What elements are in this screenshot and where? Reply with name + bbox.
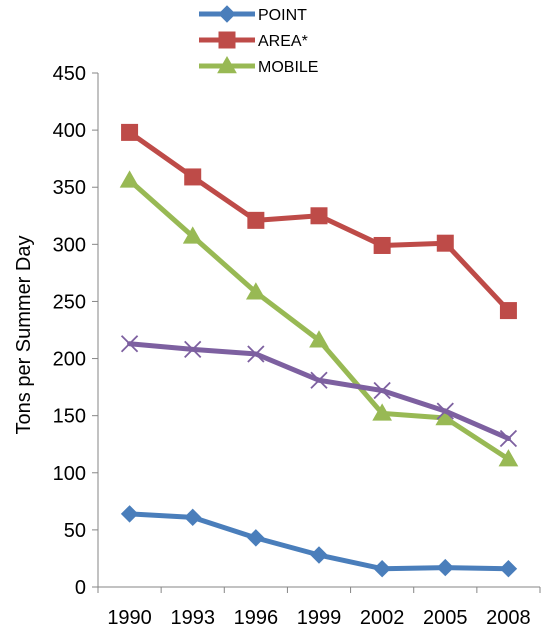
data-point <box>121 123 139 141</box>
y-tick-label: 100 <box>53 463 86 485</box>
x-tick-label: 1990 <box>107 607 152 629</box>
data-point <box>309 330 329 348</box>
data-point <box>373 381 391 400</box>
data-point <box>247 529 265 547</box>
y-tick-label: 450 <box>53 63 86 85</box>
y-tick-label: 350 <box>53 177 86 199</box>
series-area <box>121 123 517 320</box>
x-tick-label: 1999 <box>297 607 342 629</box>
y-tick-label: 400 <box>53 120 86 142</box>
data-point <box>184 340 202 359</box>
data-point <box>499 429 518 448</box>
data-point <box>184 508 202 527</box>
data-point <box>436 558 454 577</box>
legend-swatch-marker <box>218 31 236 49</box>
series-mobile <box>119 170 519 467</box>
x-tick-label: 2008 <box>486 607 531 629</box>
data-point <box>310 207 328 225</box>
x-tick-label: 1993 <box>170 607 215 629</box>
data-point <box>245 282 266 300</box>
legend-item: POINT <box>199 5 307 24</box>
data-point <box>120 505 139 523</box>
data-point <box>436 234 454 252</box>
y-tick-label: 0 <box>75 577 86 599</box>
x-tick-label: 2005 <box>423 607 468 629</box>
legend-swatch-marker <box>217 55 237 74</box>
series-series-4 <box>120 335 518 448</box>
data-point <box>373 560 391 578</box>
data-point <box>120 335 139 353</box>
legend-item: AREA* <box>199 31 308 50</box>
legend-item: MOBILE <box>199 55 318 76</box>
y-tick-label: 300 <box>53 234 86 256</box>
series-point <box>120 505 518 578</box>
legend-label: POINT <box>258 7 307 24</box>
data-point <box>119 170 140 188</box>
data-point <box>310 371 328 389</box>
legend-swatch-marker <box>218 5 236 23</box>
x-tick-label: 1996 <box>234 607 279 629</box>
data-point <box>498 449 519 467</box>
data-point <box>372 403 393 421</box>
y-tick-label: 50 <box>64 520 86 542</box>
y-axis-title: Tons per Summer Day <box>13 236 35 435</box>
data-point <box>184 168 202 186</box>
data-point <box>499 302 517 320</box>
data-point <box>247 211 265 229</box>
data-point <box>247 345 265 363</box>
legend-label: AREA* <box>258 33 308 50</box>
data-point <box>436 402 454 420</box>
data-point <box>310 546 328 564</box>
data-point <box>373 236 391 254</box>
y-tick-label: 200 <box>53 349 86 371</box>
legend-label: MOBILE <box>258 59 318 76</box>
y-tick-label: 150 <box>53 406 86 428</box>
x-tick-label: 2002 <box>360 607 405 629</box>
x-axis: 1990 1993 1996 1999 2002 2005 2008 <box>97 586 541 629</box>
data-point <box>182 226 203 244</box>
data-point <box>499 560 518 578</box>
legend: POINT AREA* MOBILE <box>199 5 318 76</box>
y-axis: 0 50 100 150 200 250 300 350 400 450 <box>53 63 99 599</box>
series-layer <box>119 123 519 578</box>
y-tick-label: 250 <box>53 291 86 313</box>
